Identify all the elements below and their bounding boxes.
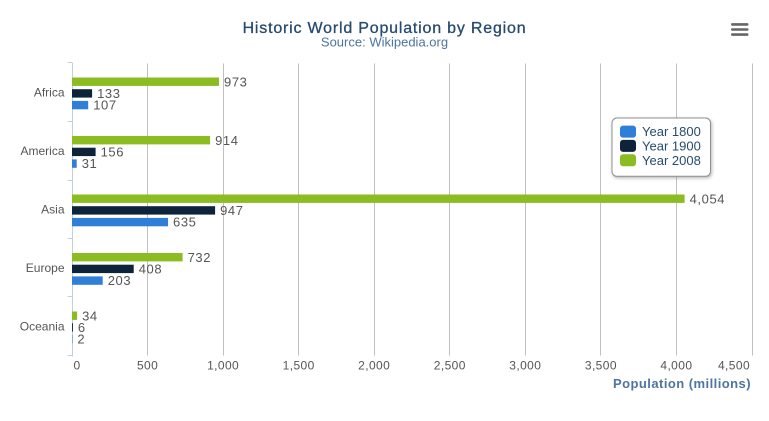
svg-text:4,000: 4,000 [660, 359, 692, 373]
svg-text:732: 732 [188, 250, 212, 265]
svg-text:Asia: Asia [41, 203, 65, 217]
svg-text:4,054: 4,054 [690, 191, 726, 206]
svg-text:Oceania: Oceania [20, 320, 65, 334]
svg-text:156: 156 [101, 145, 125, 160]
svg-text:Population (millions): Population (millions) [613, 376, 751, 391]
svg-text:203: 203 [108, 273, 132, 288]
svg-text:Year 2008: Year 2008 [642, 153, 701, 168]
svg-text:31: 31 [82, 156, 98, 171]
svg-text:408: 408 [139, 262, 163, 277]
svg-text:947: 947 [220, 203, 244, 218]
svg-text:2,000: 2,000 [358, 359, 390, 373]
svg-text:2,500: 2,500 [434, 359, 466, 373]
svg-text:914: 914 [215, 133, 239, 148]
svg-text:1,500: 1,500 [283, 359, 315, 373]
svg-text:America: America [20, 144, 64, 158]
svg-text:500: 500 [137, 359, 158, 373]
svg-text:3,500: 3,500 [585, 359, 617, 373]
svg-text:1,000: 1,000 [207, 359, 239, 373]
svg-text:Year 1900: Year 1900 [642, 139, 701, 154]
svg-text:973: 973 [224, 74, 248, 89]
svg-text:Year 1800: Year 1800 [642, 124, 701, 139]
svg-text:4,500: 4,500 [718, 359, 750, 373]
svg-text:3,000: 3,000 [509, 359, 541, 373]
svg-text:Source: Wikipedia.org: Source: Wikipedia.org [321, 35, 448, 50]
svg-text:Europe: Europe [26, 261, 65, 275]
svg-text:0: 0 [73, 359, 80, 373]
svg-text:Africa: Africa [34, 86, 65, 100]
svg-text:2: 2 [77, 332, 85, 347]
svg-text:107: 107 [93, 98, 117, 113]
svg-text:635: 635 [173, 215, 197, 230]
